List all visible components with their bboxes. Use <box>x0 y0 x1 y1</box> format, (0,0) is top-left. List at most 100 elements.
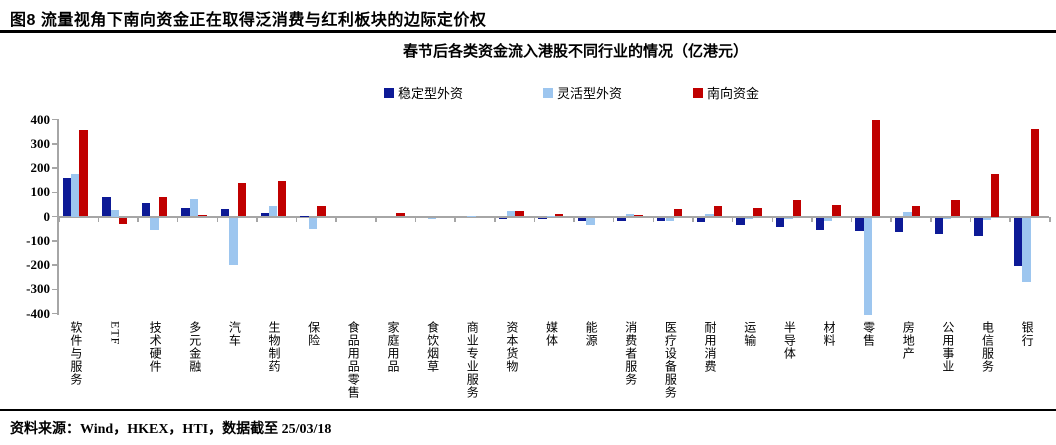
bar-southbound <box>832 205 841 217</box>
x-axis-tick <box>1009 216 1011 222</box>
bar-flexible-foreign <box>546 215 555 217</box>
x-axis-tick <box>771 216 774 222</box>
bar-southbound <box>198 215 207 217</box>
x-axis-tick <box>58 216 60 222</box>
bar-stable-foreign <box>300 215 309 217</box>
x-axis-label: 生物制药 <box>267 320 282 373</box>
x-axis-tick <box>612 216 615 222</box>
bar-southbound <box>79 130 88 217</box>
y-axis-tick <box>52 264 57 266</box>
x-axis-label: 房地产 <box>901 320 916 360</box>
x-axis-tick <box>850 216 853 222</box>
x-axis-label: 食品用品零售 <box>346 320 361 399</box>
bar-southbound <box>991 174 1000 217</box>
y-axis-label: -100 <box>26 232 50 248</box>
bar-stable-foreign <box>141 203 151 217</box>
x-axis-tick <box>216 216 219 222</box>
y-axis-tick <box>52 288 57 290</box>
x-axis-tick <box>1049 216 1051 222</box>
x-axis-tick <box>454 216 456 222</box>
y-axis-label: -400 <box>26 305 50 321</box>
x-axis-tick <box>652 216 655 222</box>
bar-stable-foreign <box>657 217 666 222</box>
bar-southbound <box>951 200 960 217</box>
bar-stable-foreign <box>181 207 190 217</box>
x-axis-label: 能源 <box>584 320 599 347</box>
x-axis-tick <box>97 216 100 222</box>
x-axis-tick <box>375 216 377 222</box>
x-axis-label: 保险 <box>306 320 321 347</box>
bar-flexible-foreign <box>70 174 80 217</box>
x-axis-label: 公用事业 <box>940 320 955 373</box>
x-axis-label: 商业专业服务 <box>465 320 480 399</box>
chart-title: 春节后各类资金流入港股不同行业的情况（亿港元） <box>402 44 748 60</box>
y-axis-label: -200 <box>26 257 50 272</box>
bar-southbound <box>872 120 881 217</box>
y-axis-label: -300 <box>26 281 50 297</box>
bar-southbound <box>277 181 286 217</box>
bar-flexible-foreign <box>903 211 912 217</box>
x-axis-label: 媒体 <box>544 320 559 347</box>
bar-southbound <box>1030 129 1040 217</box>
legend-item: 稳定型外资 <box>384 83 463 102</box>
y-axis-tick <box>52 167 57 169</box>
bar-flexible-foreign <box>506 211 516 217</box>
bar-flexible-foreign <box>189 199 199 217</box>
bar-stable-foreign <box>855 217 864 231</box>
figure-title: 图8 流量视角下南向资金正在取得泛消费与红利板块的边际定价权 <box>10 12 487 29</box>
legend-swatch-icon <box>384 87 394 98</box>
bar-southbound <box>158 197 167 217</box>
y-axis-tick <box>52 215 57 218</box>
y-axis-tick <box>52 118 57 121</box>
y-axis-label: 0 <box>43 208 51 224</box>
y-axis-label: 200 <box>30 160 51 175</box>
x-axis-tick <box>969 216 972 222</box>
bar-flexible-foreign <box>665 217 674 221</box>
bar-stable-foreign <box>498 217 507 219</box>
x-axis-zero-line <box>57 215 1049 218</box>
y-axis-label: 100 <box>30 184 51 200</box>
x-axis-tick <box>335 216 337 222</box>
y-axis-label: 300 <box>30 135 51 151</box>
y-axis-tick <box>52 143 57 145</box>
x-axis-tick <box>811 216 813 222</box>
x-axis-label: 汽车 <box>227 320 242 347</box>
bar-flexible-foreign <box>467 215 476 217</box>
x-axis-tick <box>137 216 139 222</box>
y-axis-tick <box>52 240 57 242</box>
source-divider <box>0 409 1056 411</box>
bar-southbound <box>792 200 802 217</box>
bar-stable-foreign <box>221 209 230 217</box>
legend-label: 南向资金 <box>707 86 760 101</box>
legend-label: 灵活型外资 <box>557 86 623 101</box>
bar-southbound <box>317 206 326 217</box>
bar-flexible-foreign <box>229 217 238 265</box>
x-axis-tick <box>573 216 575 222</box>
bar-southbound <box>554 214 564 217</box>
bar-flexible-foreign <box>308 217 318 230</box>
bar-flexible-foreign <box>586 217 595 226</box>
x-axis-label: 材料 <box>821 320 836 347</box>
x-axis-tick <box>414 216 417 222</box>
bar-stable-foreign <box>1013 217 1023 266</box>
bar-flexible-foreign <box>625 213 635 217</box>
source-note: 资料来源：Wind，HKEX，HTI，数据截至 25/03/18 <box>10 422 332 437</box>
legend-swatch-icon <box>693 87 703 98</box>
bar-stable-foreign <box>617 217 626 222</box>
x-axis-tick <box>731 216 734 222</box>
bar-flexible-foreign <box>705 213 714 217</box>
bar-southbound <box>911 205 921 217</box>
bar-southbound <box>118 217 128 224</box>
x-axis-label: 医疗设备服务 <box>663 320 678 399</box>
x-axis-label: 运输 <box>742 320 757 347</box>
legend-item: 南向资金 <box>693 83 759 102</box>
bar-stable-foreign <box>815 217 825 230</box>
bar-southbound <box>673 209 683 217</box>
x-axis-tick <box>256 216 258 222</box>
x-axis-label: 技术硬件 <box>148 320 163 373</box>
bar-southbound <box>515 210 524 217</box>
y-axis-label: 400 <box>30 111 51 127</box>
x-axis-tick <box>494 216 496 222</box>
x-axis-label: 耐用消费 <box>703 320 718 373</box>
